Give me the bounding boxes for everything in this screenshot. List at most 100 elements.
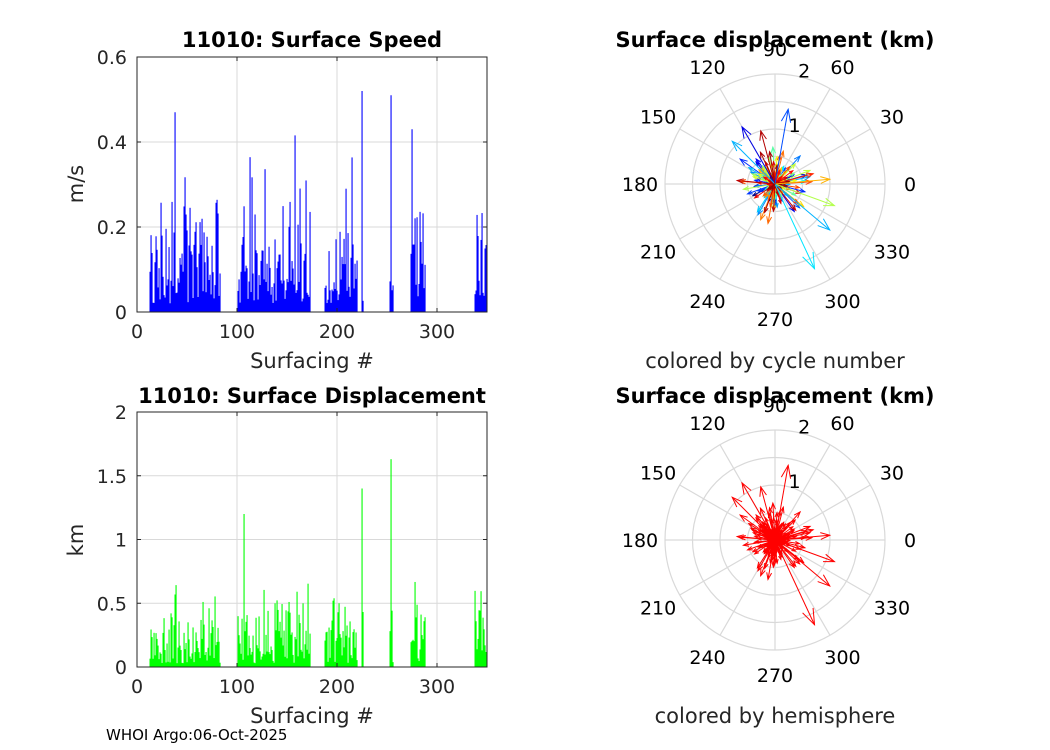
speed-bar [161,235,163,312]
polar-hemisphere-arrowhead [790,560,797,568]
displacement-bar [420,614,422,667]
polar-hemisphere-arrow [772,539,776,568]
polar-cycle-arrowhead [793,154,802,163]
polar-cycle-spoke [774,88,831,185]
displacement-bar [255,617,257,667]
displacement-bar [351,658,353,667]
displacement-bar [326,631,328,667]
displacement-bar [289,612,291,667]
speed-bar [149,271,151,312]
speed-bar [356,260,358,312]
speed-xlabel: Surfacing # [250,349,374,373]
speed-bar [245,265,247,312]
speed-bar [350,257,352,312]
displacement-bar [254,663,256,667]
speed-bar [170,280,172,312]
displacement-bar [153,632,155,667]
speed-bar [262,250,264,312]
displacement-bar [336,638,338,667]
displacement-bar [175,585,177,667]
displacement-bar [480,591,482,667]
displacement-bar [301,651,303,667]
polar-cycle-arrowhead [794,185,801,189]
speed-bar [422,213,424,312]
polar-cycle-arrowhead [766,216,773,225]
speed-ytick-label: 0.2 [97,217,127,239]
speed-bar [302,298,304,312]
speed-axes-box [136,56,488,313]
polar-cycle-arrow [731,140,776,185]
speed-bar [193,244,195,312]
speed-bar [192,297,194,312]
polar-hemisphere-arrowhead [782,539,789,544]
speed-bar [331,289,333,312]
speed-bar [199,222,201,312]
speed-bar [189,207,191,312]
displacement-bar [200,619,202,667]
displacement-bar [417,658,419,667]
displacement-bar [324,640,326,667]
speed-bar [153,302,155,312]
speed-bar [157,287,159,312]
speed-chart: 11010: Surface Speed Surfacing # m/s 0 10… [64,28,488,373]
polar-cycle-title: Surface displacement (km) [615,28,934,52]
speed-bar [200,244,202,312]
speed-ytick-label: 0.6 [97,47,127,69]
displacement-bar [215,645,217,667]
displacement-bar [481,650,483,667]
displacement-bar [218,641,220,667]
displacement-bar [217,627,219,667]
polar-hemisphere-theta-label: 180 [622,530,658,552]
displacement-bar [206,660,208,667]
displacement-bar [204,654,206,667]
displacement-bar [354,647,356,667]
speed-bar [254,214,256,312]
displacement-bar [273,662,275,667]
speed-bar [418,283,420,312]
speed-bar [202,291,204,312]
polar-cycle-theta-label: 270 [757,309,793,331]
speed-bar [421,263,423,312]
speed-bar [211,245,213,312]
speed-bar [353,288,355,312]
polar-hemisphere-arrowhead [817,574,831,587]
polar-cycle-arrowhead [780,107,792,123]
displacement-bar [191,653,193,667]
displacement-bar [183,632,185,667]
displacement-bar [329,657,331,667]
displacement-bar [345,635,347,667]
speed-bar [278,254,280,312]
displacement-bar [170,613,172,667]
displacement-bar [162,632,164,667]
polar-cycle-arrowhead [776,168,781,175]
displacement-bar [292,654,294,667]
speed-bar [420,241,422,312]
speed-bar [172,286,174,312]
speed-bar [179,257,181,312]
speed-bar [176,292,178,312]
displacement-bar [180,650,182,667]
speed-bar [481,213,483,312]
speed-bar [203,232,205,312]
displacement-bar [259,651,261,667]
displacement-bar [475,621,477,667]
polar-hemisphere-arrow [769,507,776,541]
speed-bar [283,280,285,312]
speed-bar [293,284,295,312]
displacement-bar [333,598,335,667]
speed-bar [279,254,281,312]
displacement-bar [261,656,263,667]
speed-bar [390,95,392,312]
speed-bar [300,243,302,312]
speed-bar [168,247,170,312]
speed-bar [304,253,306,312]
displacement-bar [202,601,204,667]
polar-hemisphere-arrow [774,539,797,567]
speed-bar [344,264,346,312]
polar-hemisphere-arrowhead [793,558,801,565]
speed-bar [392,285,394,312]
speed-bar [267,291,269,312]
polar-cycle-arrowhead [788,169,794,175]
displacement-bar [249,648,251,667]
displacement-bar [272,660,274,667]
